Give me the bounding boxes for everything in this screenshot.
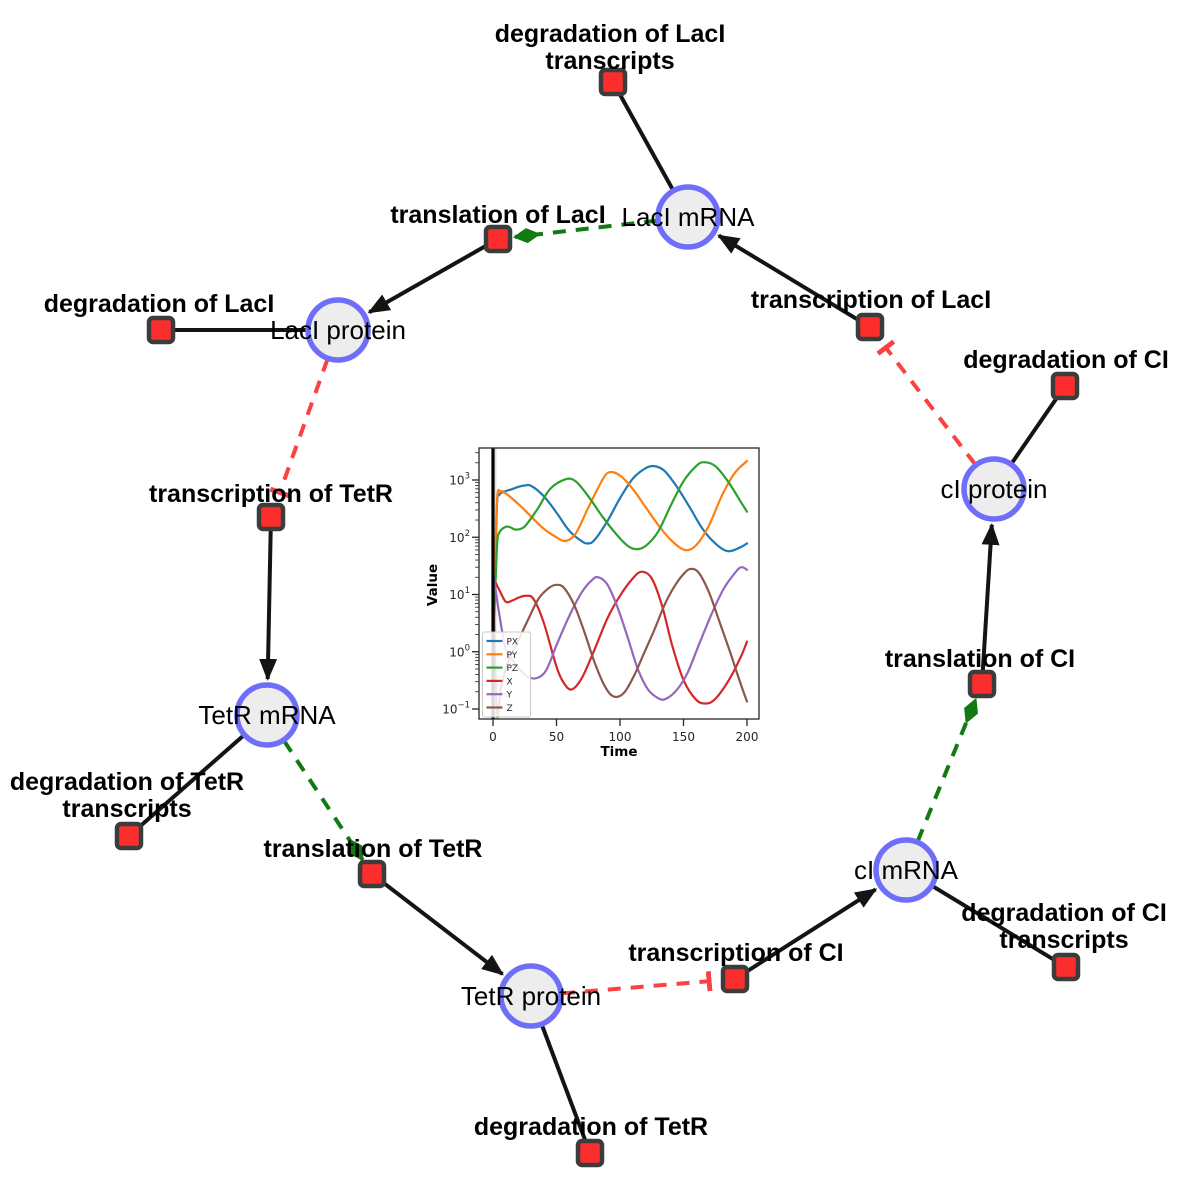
edge-inhibition-laci-protein-transcr-tetr [269,358,330,499]
edge-production-transl-tetr-tetr-protein [381,880,504,976]
x-tick-label-200: 200 [736,730,759,744]
species-label-laci-protein: LacI protein [270,315,406,345]
x-tick-label-150: 150 [672,730,695,744]
legend-label-PX: PX [507,638,519,648]
legend-label-PZ: PZ [507,664,519,674]
species-node-ci-protein[interactable] [961,456,1027,522]
reaction-node-deg-tetr-tx[interactable] [114,821,144,851]
labels-layer: degradation of LacI transcripts translatio… [10,20,1169,1141]
reaction-node-deg-laci[interactable] [146,315,176,345]
chart-series-PZ [491,461,749,653]
edge-consumption-tetr-protein-deg-tetr [540,1024,588,1142]
edge-production-transcr-ci-ci-mrna [744,887,878,974]
reaction-label-transl-ci: translation of CI [885,645,1075,673]
species-node-laci-protein[interactable] [305,297,371,363]
chart-series-X [491,570,749,705]
edge-production-transcr-tetr-tetr-mrna [259,529,278,681]
edge-production-transcr-laci-laci-mrna [717,233,860,323]
edge-inhibition-tetr-protein-transcr-ci [561,971,713,996]
edge-modifier-laci-mrna-transl-laci [512,218,658,244]
legend-label-PY: PY [507,651,518,661]
y-tick-label-1e0: 100 [449,643,470,659]
reaction-label-deg-ci-tx: degradation of CI transcripts [961,899,1167,954]
chart-legend: PX PY PZ XYZ [482,631,531,718]
reaction-node-transcr-laci[interactable] [855,312,885,342]
reaction-node-deg-laci-tx[interactable] [598,67,628,97]
edge-consumption-ci-protein-deg-ci [1009,395,1060,465]
y-tick-label-1e3: 103 [449,472,470,488]
chart-series-PY [491,459,749,653]
species-label-tetr-protein: TetR protein [461,981,601,1011]
chart-series-Z [491,567,749,719]
timecourse-plot: 10−1 100 101 102 103 0 50 100 150 200 PX PY PZ XYZ Ti… [425,447,760,760]
reaction-label-deg-ci: degradation of CI [963,346,1169,374]
y-tick-label-1e-1: 10−1 [442,701,470,717]
x-axis-label: Time [600,744,637,760]
reaction-label-deg-tetr: degradation of TetR [474,1113,708,1141]
x-tick-label-0: 0 [489,730,497,744]
reaction-node-transl-ci[interactable] [967,669,997,699]
legend-label-Y: Y [506,691,513,701]
y-tick-label-1e1: 101 [449,586,470,602]
reaction-node-transl-tetr[interactable] [357,859,387,889]
edge-inhibition-ci-protein-transcr-laci [876,339,977,466]
chart-frame [478,447,760,720]
reaction-label-transl-laci: translation of LacI [390,201,605,229]
nodes-layer [114,67,1081,1168]
y-axis-label: Value [425,564,441,606]
species-node-tetr-mrna[interactable] [234,682,300,748]
reaction-label-deg-tetr-tx: degradation of TetR transcripts [10,768,244,823]
x-tick-label-50: 50 [549,730,564,744]
species-label-tetr-mrna: TetR mRNA [198,700,336,730]
legend-label-Z: Z [507,704,513,714]
species-node-ci-mrna[interactable] [873,837,939,903]
reaction-node-transl-laci[interactable] [483,224,513,254]
edge-production-transl-laci-laci-protein [367,243,488,314]
reaction-node-transcr-ci[interactable] [720,964,750,994]
chart-series-PX [491,464,749,653]
reaction-node-deg-tetr[interactable] [575,1138,605,1168]
edge-consumption-ci-mrna-deg-ci-tx [931,884,1056,963]
edge-modifier-tetr-mrna-transl-tetr [282,739,365,862]
legend-label-X: X [507,677,513,687]
species-label-laci-mrna: LacI mRNA [622,202,756,232]
edges-layer [137,92,1060,1142]
reaction-node-deg-ci[interactable] [1050,371,1080,401]
species-node-tetr-protein[interactable] [498,963,564,1029]
reaction-node-deg-ci-tx[interactable] [1051,952,1081,982]
species-label-ci-protein: cI protein [941,474,1048,504]
reaction-label-deg-laci: degradation of LacI [44,290,275,318]
reaction-node-transcr-tetr[interactable] [256,502,286,532]
edge-consumption-tetr-mrna-deg-tetr-tx [137,733,246,829]
x-tick-label-100: 100 [609,730,632,744]
reaction-label-transcr-ci: transcription of CI [628,939,843,967]
reaction-label-deg-laci-tx: degradation of LacI transcripts [495,20,726,75]
reaction-label-transcr-tetr: transcription of TetR [149,480,393,508]
edge-modifier-ci-mrna-transl-ci [915,697,979,843]
edge-production-transl-ci-ci-protein [980,522,1000,672]
y-tick-label-1e2: 102 [449,529,470,545]
reaction-label-transl-tetr: translation of TetR [264,835,483,863]
species-node-laci-mrna[interactable] [655,184,721,250]
species-label-ci-mrna: cI mRNA [854,855,959,885]
chart-series-Y [491,566,749,701]
edge-consumption-laci-mrna-deg-laci-tx [617,92,675,191]
chart-body: 10−1 100 101 102 103 0 50 100 150 200 PX PY PZ XYZ [442,447,760,744]
reaction-label-transcr-laci: transcription of LacI [751,286,991,314]
